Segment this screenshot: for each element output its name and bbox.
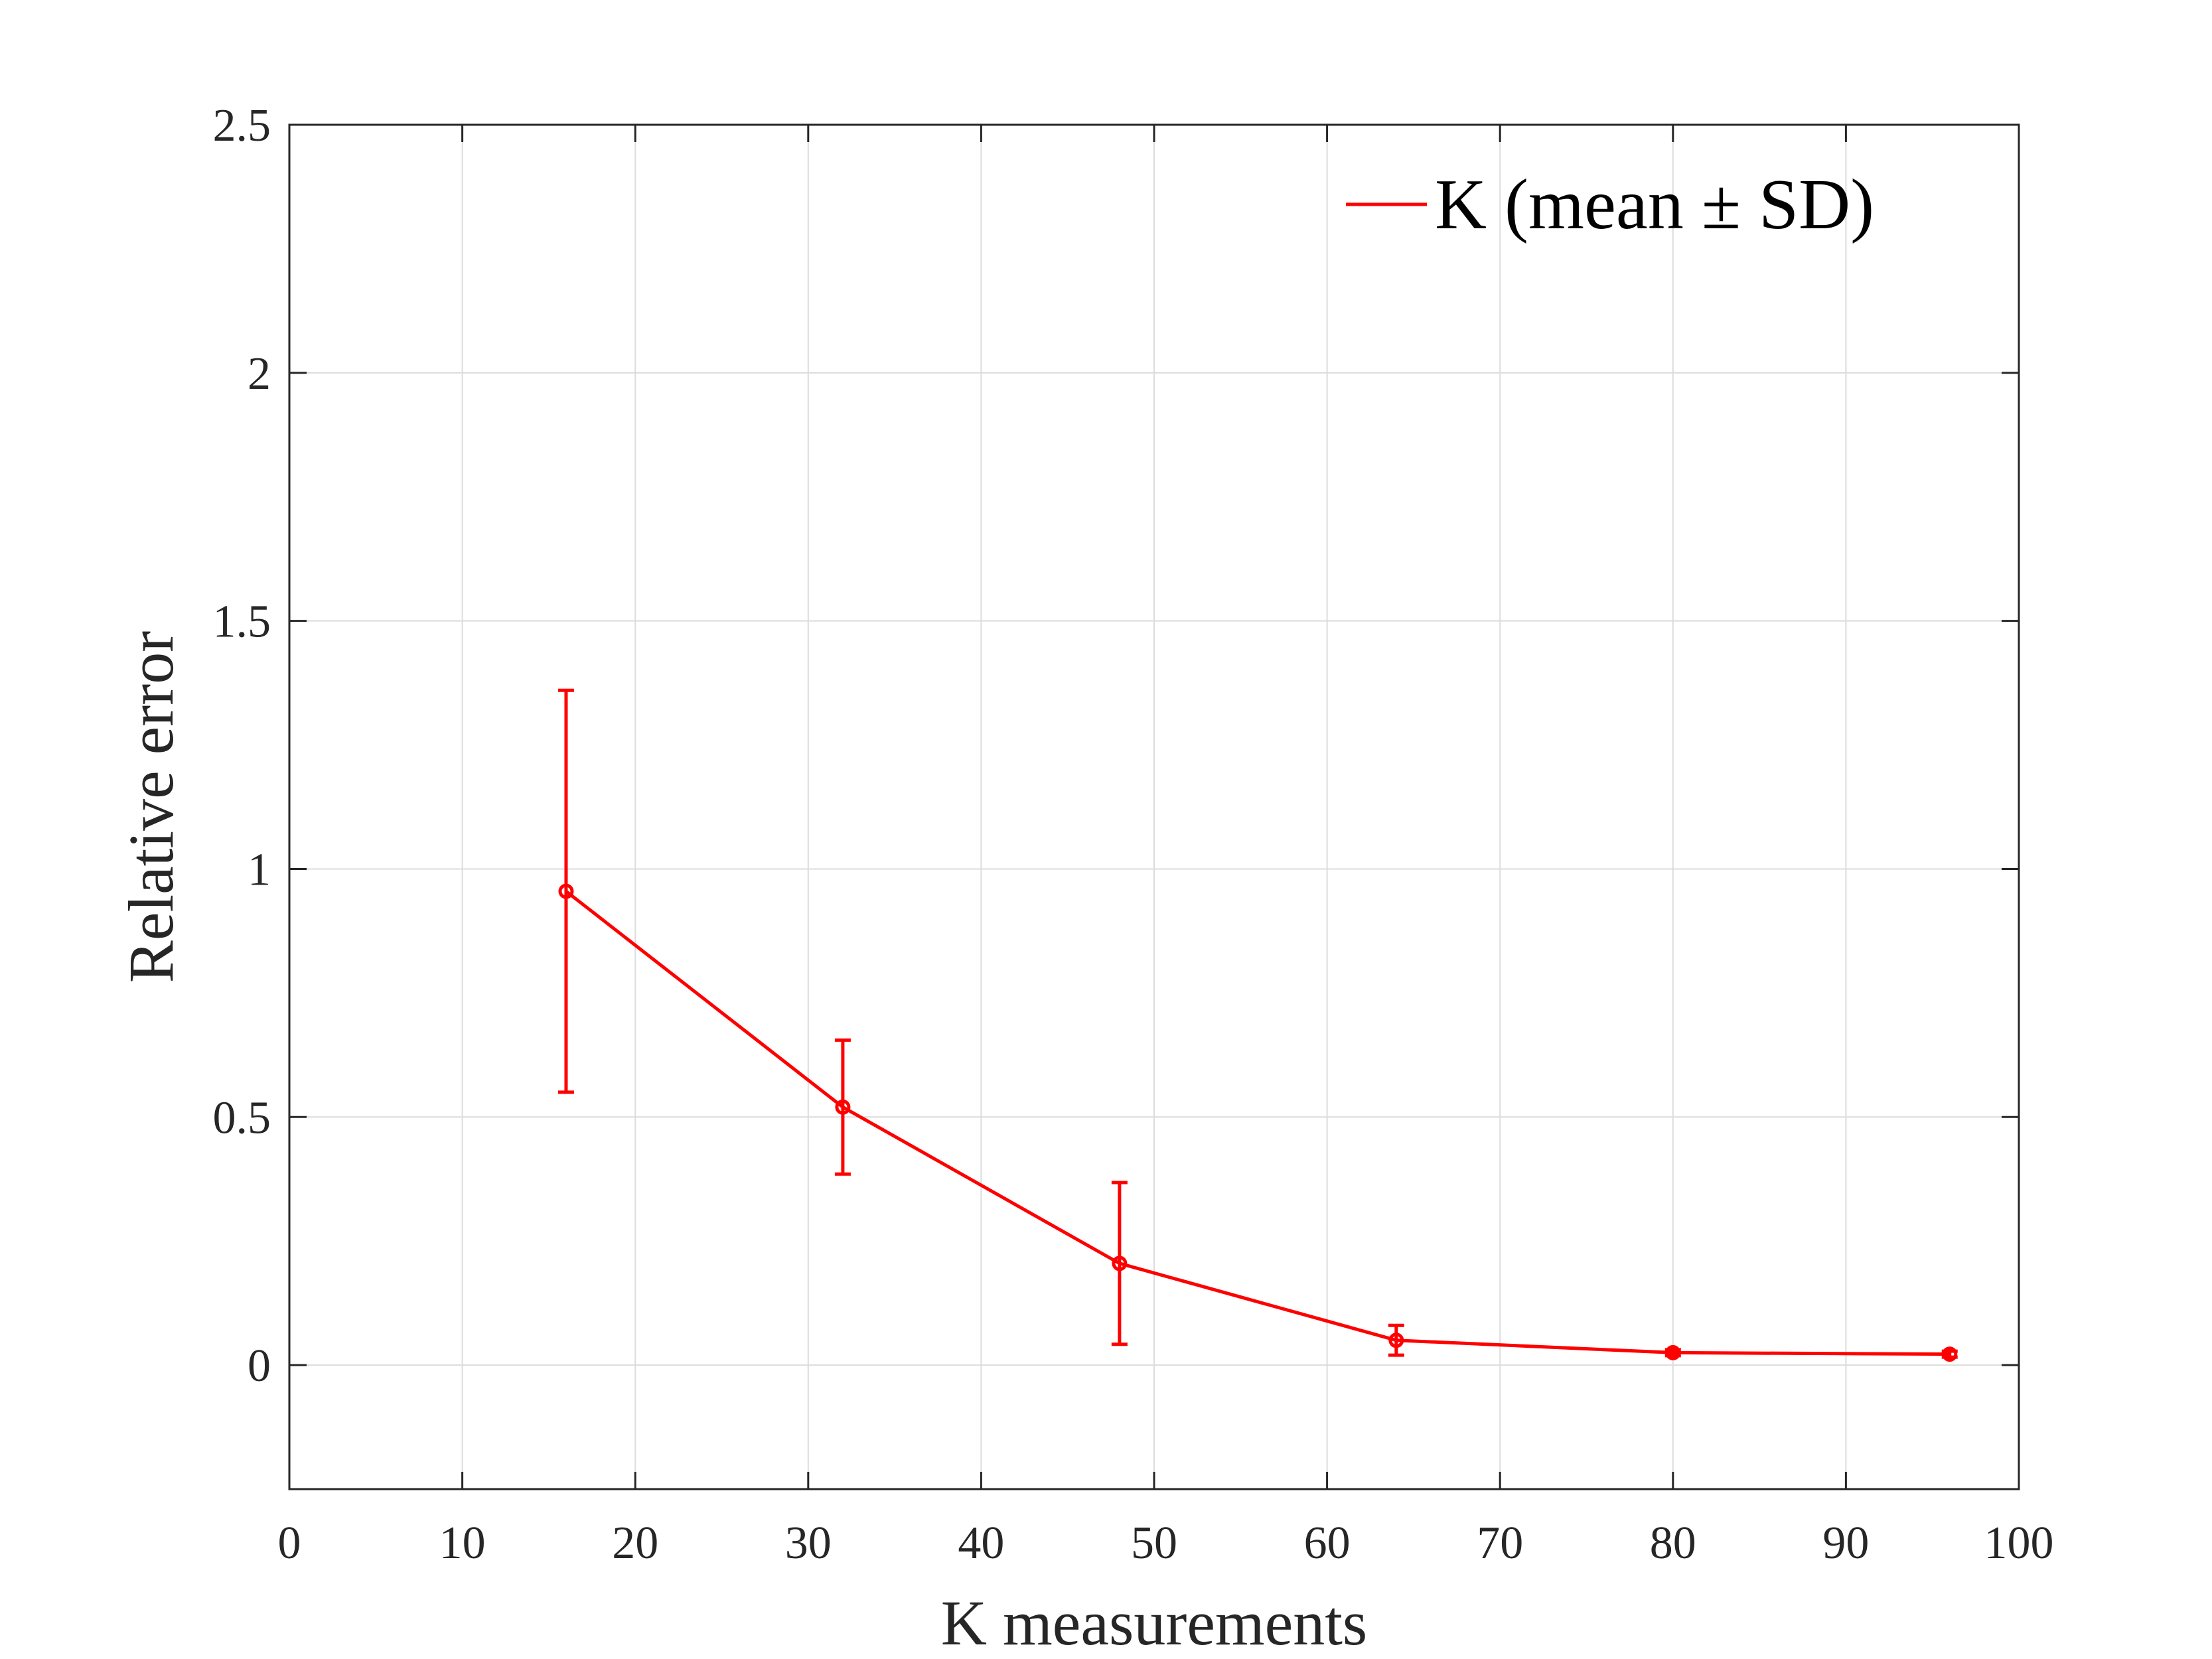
x-axis-label: K measurements [941, 1587, 1367, 1658]
data-point [1942, 1346, 1958, 1362]
y-tick-label: 0 [248, 1340, 271, 1392]
y-tick-label: 1.5 [213, 597, 271, 648]
y-tick-label: 0.5 [213, 1092, 271, 1143]
legend: K (mean ± SD) [1346, 165, 1874, 244]
x-tick-label: 80 [1650, 1518, 1696, 1569]
axes-box [288, 123, 2020, 1490]
x-tick-label: 10 [439, 1518, 486, 1569]
y-tick-label: 2.5 [213, 100, 271, 151]
x-tick-label: 70 [1477, 1518, 1523, 1569]
y-axis-label: Relative error [115, 631, 186, 983]
x-tick-label: 40 [958, 1518, 1004, 1569]
x-tick-label: 60 [1304, 1518, 1351, 1569]
data-point [835, 1099, 851, 1115]
x-tick-labels: 0 10 20 30 40 50 60 70 80 90 100 [278, 1518, 2054, 1569]
data-point [1665, 1344, 1681, 1360]
y-tick-label: 2 [248, 348, 271, 399]
data-point [558, 883, 574, 899]
data-point [1388, 1333, 1404, 1348]
x-tick-label: 30 [785, 1518, 832, 1569]
x-tick-label: 20 [612, 1518, 658, 1569]
x-tick-label: 50 [1131, 1518, 1177, 1569]
x-tick-label: 0 [278, 1518, 301, 1569]
y-tick-labels: 0 0.5 1 1.5 2 2.5 [213, 100, 271, 1392]
x-tick-label: 100 [1984, 1518, 2054, 1569]
x-tick-label: 90 [1822, 1518, 1869, 1569]
series-layer [557, 688, 1958, 1362]
legend-entry: K (mean ± SD) [1435, 165, 1874, 244]
series-line [565, 890, 1950, 1356]
y-tick-label: 1 [248, 844, 271, 895]
data-point [1112, 1256, 1128, 1271]
